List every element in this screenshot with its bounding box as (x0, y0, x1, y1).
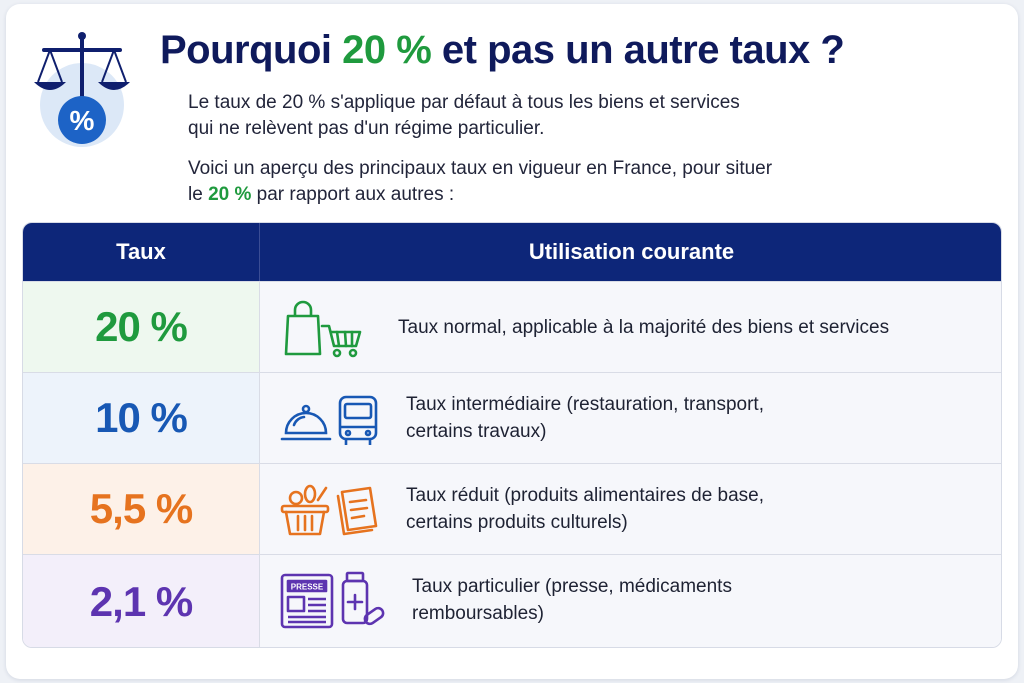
table-row: 5,5 % Taux réduit (produits ali (23, 463, 1001, 554)
rate-value: 5,5 % (23, 464, 260, 554)
medicine-icon (341, 571, 385, 626)
intro-paragraph-2: Voici un aperçu des principaux taux en v… (188, 158, 773, 205)
table-row: 20 % Taux normal, applicable à la majori… (23, 281, 1001, 372)
newspaper-icon: PRESSE (280, 573, 334, 629)
usage-description: Taux intermédiaire (restauration, transp… (406, 394, 764, 442)
page-title: Pourquoi 20 % et pas un autre taux ? (160, 28, 845, 72)
intro-paragraph-1: Le taux de 20 % s'applique par défaut à … (188, 92, 740, 139)
logo-percent-symbol: % (70, 105, 95, 136)
rate-value: 20 % (23, 282, 260, 372)
rates-table: Taux Utilisation courante 20 % Taux norm… (22, 222, 1002, 648)
rate-value: 10 % (23, 373, 260, 463)
shopping-bag-icon (284, 300, 322, 356)
bus-icon (338, 395, 378, 445)
table-row: 10 % Taux intermédiaire (restau (23, 372, 1001, 463)
usage-description: Taux normal, applicable à la majorité de… (398, 316, 890, 338)
book-icon (336, 486, 378, 536)
usage-cell: Taux normal, applicable à la majorité de… (260, 282, 1001, 372)
usage-description: Taux réduit (produits alimentaires de ba… (406, 485, 765, 533)
usage-cell: PRESSE Taux particulier (presse, médicam… (260, 555, 1001, 647)
scales-percent-icon: % (34, 32, 130, 147)
food-basket-icon (280, 484, 330, 536)
table-row: 2,1 % PRESSE Taux par (23, 554, 1001, 647)
usage-cell: Taux réduit (produits alimentaires de ba… (260, 464, 1001, 554)
header-usage: Utilisation courante (528, 239, 735, 264)
usage-cell: Taux intermédiaire (restauration, transp… (260, 373, 1001, 463)
usage-description: Taux particulier (presse, médicaments rem… (412, 576, 732, 624)
rate-value: 2,1 % (23, 555, 260, 647)
cloche-icon (280, 404, 332, 441)
newspaper-label: PRESSE (291, 583, 324, 592)
shopping-cart-icon (320, 324, 362, 358)
table-header: Taux Utilisation courante (23, 223, 1001, 281)
header-rate: Taux (23, 223, 260, 281)
title-accent: 20 % (342, 28, 432, 72)
